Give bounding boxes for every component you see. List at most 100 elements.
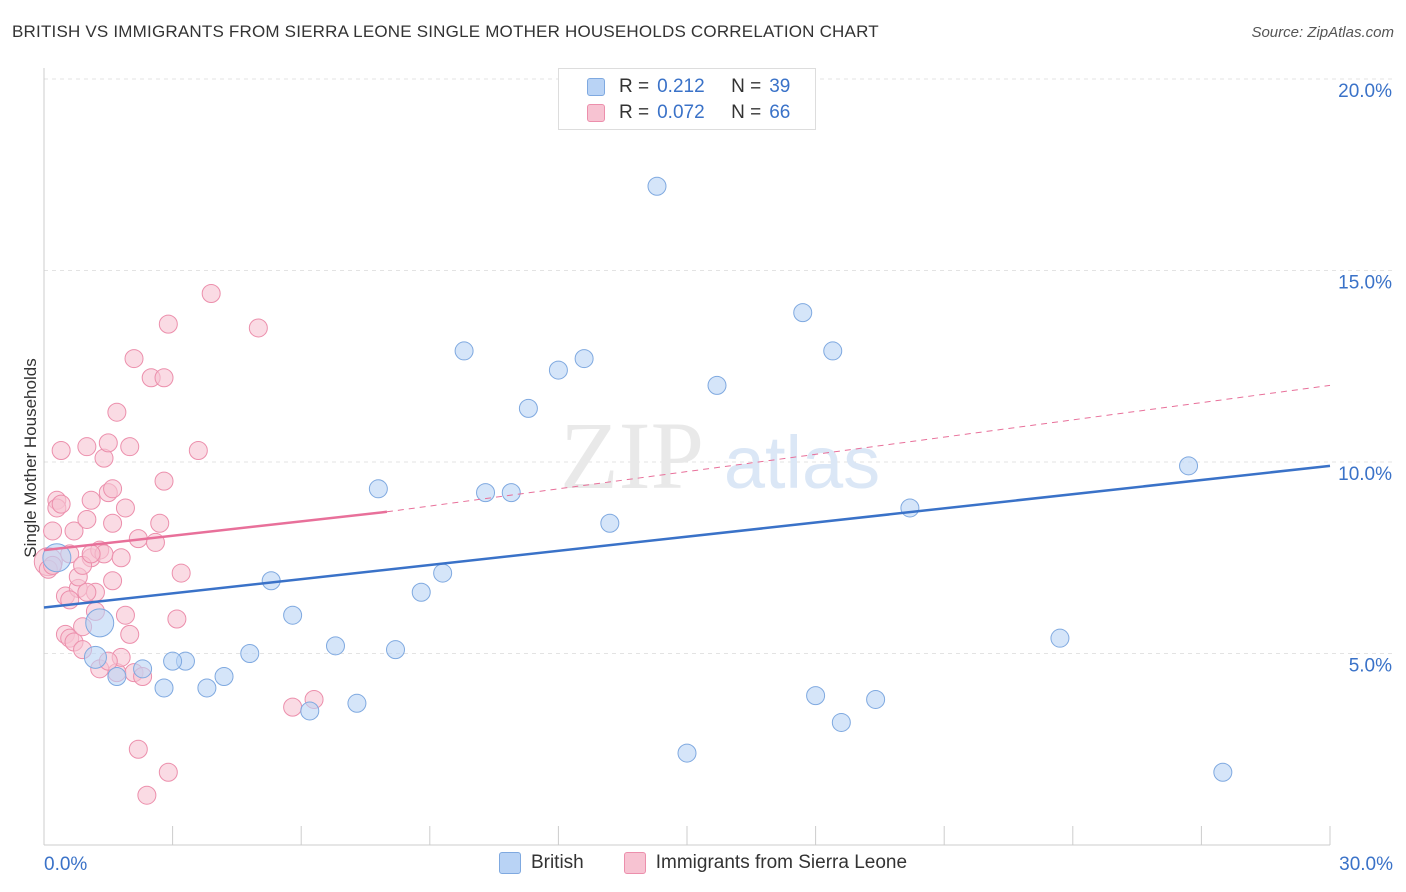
data-point-british (548, 360, 568, 380)
chart-title: BRITISH VS IMMIGRANTS FROM SIERRA LEONE … (12, 22, 879, 41)
n-value: 66 (769, 102, 791, 123)
series-british-points (42, 176, 1233, 782)
sierra-leone-swatch-icon (623, 852, 646, 874)
data-point-british (647, 176, 667, 196)
data-point-sierra-leone (115, 498, 135, 518)
data-point-british (518, 398, 538, 418)
data-point-sierra-leone (120, 437, 140, 457)
legend-row-british: R = 0.212 N = 39 (587, 74, 790, 100)
legend-item-sierra-leone[interactable]: Immigrants from Sierra Leone (623, 852, 908, 874)
source-label: Source: ZipAtlas.com (1251, 24, 1394, 41)
data-point-british (411, 582, 431, 602)
data-point-sierra-leone (137, 785, 157, 805)
data-point-british (707, 375, 727, 395)
data-point-british (1213, 762, 1233, 782)
data-point-british (214, 666, 234, 686)
data-point-british (283, 605, 303, 625)
data-point-british (476, 483, 496, 503)
data-point-sierra-leone (111, 548, 131, 568)
legend-item-british[interactable]: British (498, 852, 584, 874)
data-point-sierra-leone (81, 490, 101, 510)
r-value: 0.072 (657, 102, 705, 123)
data-point-british (866, 689, 886, 709)
data-point-sierra-leone (77, 509, 97, 529)
data-point-sierra-leone (81, 544, 101, 564)
y-tick-label: 10.0% (1338, 464, 1392, 485)
data-point-sierra-leone (124, 349, 144, 369)
british-swatch-icon (587, 78, 605, 96)
data-point-sierra-leone (103, 571, 123, 591)
data-point-british (42, 543, 72, 573)
data-point-british (806, 686, 826, 706)
data-point-british (454, 341, 474, 361)
series-legend: British Immigrants from Sierra Leone (0, 852, 1406, 874)
data-point-sierra-leone (120, 624, 140, 644)
data-point-british (240, 644, 260, 663)
data-point-british (600, 513, 620, 533)
data-point-british (574, 349, 594, 369)
data-point-sierra-leone (248, 318, 268, 338)
data-point-british (197, 678, 217, 698)
british-swatch-icon (498, 852, 521, 874)
data-point-sierra-leone (51, 494, 71, 514)
data-point-sierra-leone (64, 521, 84, 541)
data-point-sierra-leone (103, 513, 123, 533)
r-value: 0.212 (657, 76, 705, 97)
data-point-sierra-leone (77, 437, 97, 457)
r-label: R = (619, 102, 650, 123)
data-point-british (793, 303, 813, 323)
data-point-british (300, 701, 320, 721)
data-point-british (433, 563, 453, 583)
trend-line-sierra-leone (43, 510, 388, 552)
y-tick-label: 5.0% (1349, 656, 1392, 677)
data-point-british (501, 483, 521, 503)
data-point-sierra-leone (103, 479, 123, 499)
watermark-atlas: atlas (724, 421, 880, 504)
data-point-sierra-leone (171, 563, 191, 583)
n-value: 39 (769, 76, 791, 97)
data-point-sierra-leone (43, 521, 63, 541)
trend-lines (43, 384, 1331, 609)
legend-label: Immigrants from Sierra Leone (655, 852, 908, 873)
correlation-legend: R = 0.212 N = 39 R = 0.072 N = 66 (558, 68, 816, 130)
data-point-british (1179, 456, 1199, 476)
data-point-british (347, 693, 367, 713)
data-point-british (107, 666, 127, 686)
data-point-sierra-leone (167, 609, 187, 629)
data-point-sierra-leone (51, 441, 71, 461)
watermark-zip: ZIP (560, 402, 704, 509)
data-point-british (163, 651, 183, 671)
data-point-british (1050, 628, 1070, 648)
data-point-british (154, 678, 174, 698)
data-point-sierra-leone (188, 441, 208, 461)
data-point-sierra-leone (158, 314, 178, 334)
y-axis-label: Single Mother Households (21, 358, 40, 557)
grid-lines (44, 78, 1392, 654)
tick-labels: 5.0% 10.0% 15.0% 20.0% 0.0% 30.0% (44, 81, 1393, 875)
n-label: N = (731, 102, 762, 123)
legend-row-sierra-leone: R = 0.072 N = 66 (587, 100, 790, 126)
data-point-british (325, 636, 345, 656)
n-label: N = (731, 76, 762, 97)
data-point-sierra-leone (283, 697, 303, 717)
data-point-british (831, 712, 851, 732)
r-label: R = (619, 76, 650, 97)
data-point-british (900, 498, 920, 518)
trend-line-sierra-leone-dashed (386, 384, 1331, 513)
series-sierra-leone-points (33, 283, 324, 805)
data-point-sierra-leone (77, 582, 97, 602)
legend-label: British (530, 852, 584, 873)
x-tick-label: 30.0% (1339, 854, 1393, 875)
data-point-british (823, 341, 843, 361)
data-point-sierra-leone (158, 762, 178, 782)
data-point-sierra-leone (128, 739, 148, 759)
data-point-sierra-leone (115, 605, 135, 625)
data-point-sierra-leone (150, 513, 170, 533)
data-point-sierra-leone (98, 433, 118, 453)
data-point-sierra-leone (107, 402, 127, 422)
data-point-british (133, 659, 153, 679)
data-point-british (85, 608, 115, 638)
y-tick-label: 20.0% (1338, 81, 1392, 102)
data-point-sierra-leone (154, 471, 174, 491)
